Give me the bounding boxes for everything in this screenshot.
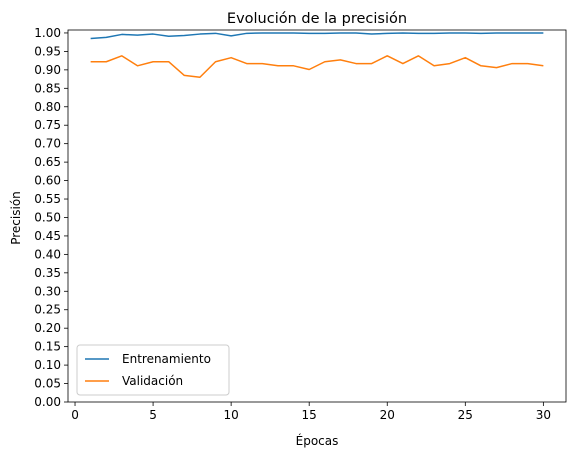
x-axis-label: Épocas xyxy=(296,433,339,448)
y-tick-label: 0.30 xyxy=(34,284,61,298)
y-tick-label: 0.55 xyxy=(34,192,61,206)
y-tick-label: 0.75 xyxy=(34,118,61,132)
y-axis-label: Precisión xyxy=(9,191,23,245)
y-tick-label: 0.65 xyxy=(34,155,61,169)
x-tick-label: 10 xyxy=(223,408,238,422)
y-tick-label: 0.45 xyxy=(34,229,61,243)
y-tick-label: 0.50 xyxy=(34,210,61,224)
x-tick-label: 15 xyxy=(302,408,317,422)
y-tick-label: 0.70 xyxy=(34,137,61,151)
y-tick-label: 0.05 xyxy=(34,377,61,391)
y-tick-label: 0.95 xyxy=(34,44,61,58)
legend-label: Entrenamiento xyxy=(122,352,211,366)
chart-title: Evolución de la precisión xyxy=(227,11,407,27)
y-tick-label: 0.00 xyxy=(34,395,61,409)
series-line-validation xyxy=(90,55,544,78)
plot-area: 0 5 10 15 20 25 30 0.00 0.05 0.10 0.15 0.20 0.25 0.30… xyxy=(34,26,567,422)
y-tick-label: 0.25 xyxy=(34,303,61,317)
y-tick-label: 0.80 xyxy=(34,100,61,114)
x-tick-label: 30 xyxy=(536,408,551,422)
x-tick-label: 5 xyxy=(149,408,157,422)
y-tick-label: 0.15 xyxy=(34,340,61,354)
series-line-training xyxy=(90,32,544,40)
x-tick-label: 20 xyxy=(380,408,395,422)
x-tick-label: 25 xyxy=(458,408,473,422)
y-tick-label: 0.20 xyxy=(34,321,61,335)
y-tick-label: 0.90 xyxy=(34,63,61,77)
y-tick-label: 0.40 xyxy=(34,247,61,261)
y-tick-label: 0.35 xyxy=(34,266,61,280)
legend: Entrenamiento Validación xyxy=(76,344,230,396)
legend-box xyxy=(76,344,230,396)
legend-label: Validación xyxy=(122,374,183,388)
x-tick-label: 0 xyxy=(71,408,79,422)
axes-frame xyxy=(67,29,567,403)
y-tick-label: 1.00 xyxy=(34,26,61,40)
y-tick-label: 0.60 xyxy=(34,174,61,188)
y-tick-label: 0.85 xyxy=(34,81,61,95)
y-tick-label: 0.10 xyxy=(34,358,61,372)
